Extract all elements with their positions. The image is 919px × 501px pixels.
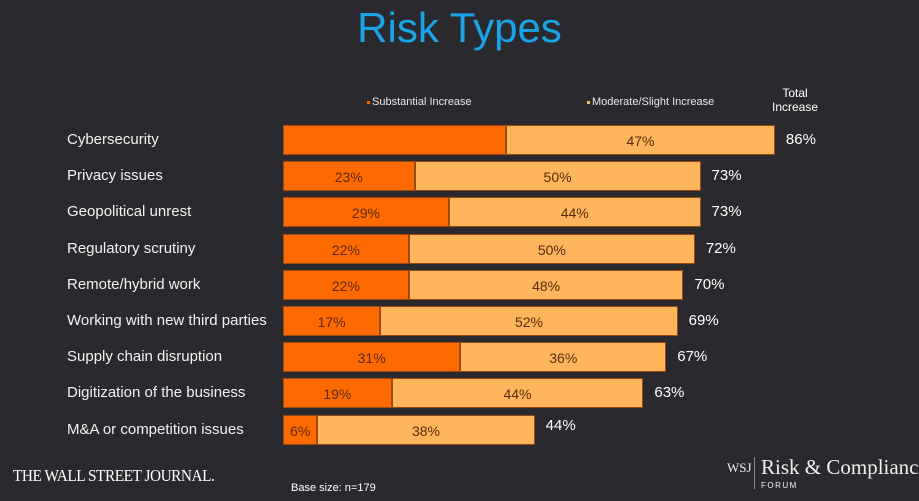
bar-substantial: 22% [283,233,409,264]
bar-substantial: 17% [283,306,381,336]
bar-moderate: 50% [414,161,701,192]
legend-swatch [367,100,370,104]
category-label: Supply chain disruption [67,348,223,366]
bar-substantial: 29% [283,197,449,228]
total-header: Total Increase [771,86,819,114]
category-label: Digitization of the business [67,384,246,402]
bar-substantial [283,125,507,155]
bar-moderate: 44% [448,197,701,228]
total-label: 86% [785,131,816,148]
category-label: Remote/hybrid work [67,275,201,293]
bar-substantial: 22% [283,269,409,300]
total-label: 69% [688,312,719,329]
total-label: 72% [705,239,736,257]
bar-moderate: 48% [408,269,684,300]
bar-substantial: 19% [283,378,392,409]
category-label: M&A or competition issues [67,420,244,438]
category-label: Working with new third parties [67,312,267,329]
logo-divider [754,457,755,489]
category-label: Privacy issues [67,167,163,185]
total-label: 44% [545,416,576,434]
category-label: Geopolitical unrest [67,203,192,221]
bar-moderate: 52% [380,306,678,336]
total-label: 73% [711,167,742,185]
bar-substantial: 6% [283,414,318,445]
bar-moderate: 44% [391,378,644,409]
base-size-note: Base size: n=179 [291,482,376,494]
total-label: 73% [711,203,742,221]
category-label: Cybersecurity [67,131,159,148]
legend-label: Substantial Increase [372,96,472,108]
brand-wsj: WSJ [727,460,752,475]
legend-swatch [587,100,590,104]
category-label: Regulatory scrutiny [67,239,196,257]
legend-label: Moderate/Slight Increase [592,96,715,108]
wsj-logo: THE WALL STREET JOURNAL. [13,466,215,485]
legend-item-substantial: Substantial Increase [367,96,472,108]
bar-moderate: 50% [408,233,695,264]
total-label: 67% [677,348,708,366]
chart-title: Risk Types [357,4,562,51]
bar-substantial: 23% [283,161,415,192]
bar-moderate: 36% [460,342,667,373]
brand-sub: FORUM [761,481,798,490]
brand-name: Risk & Compliance [761,455,919,479]
bar-moderate: 38% [317,414,535,445]
bar-substantial: 31% [283,342,461,373]
total-label: 70% [694,275,725,293]
bar-moderate: 47% [506,125,775,155]
total-label: 63% [654,384,685,402]
legend-item-moderate: Moderate/Slight Increase [587,96,714,108]
